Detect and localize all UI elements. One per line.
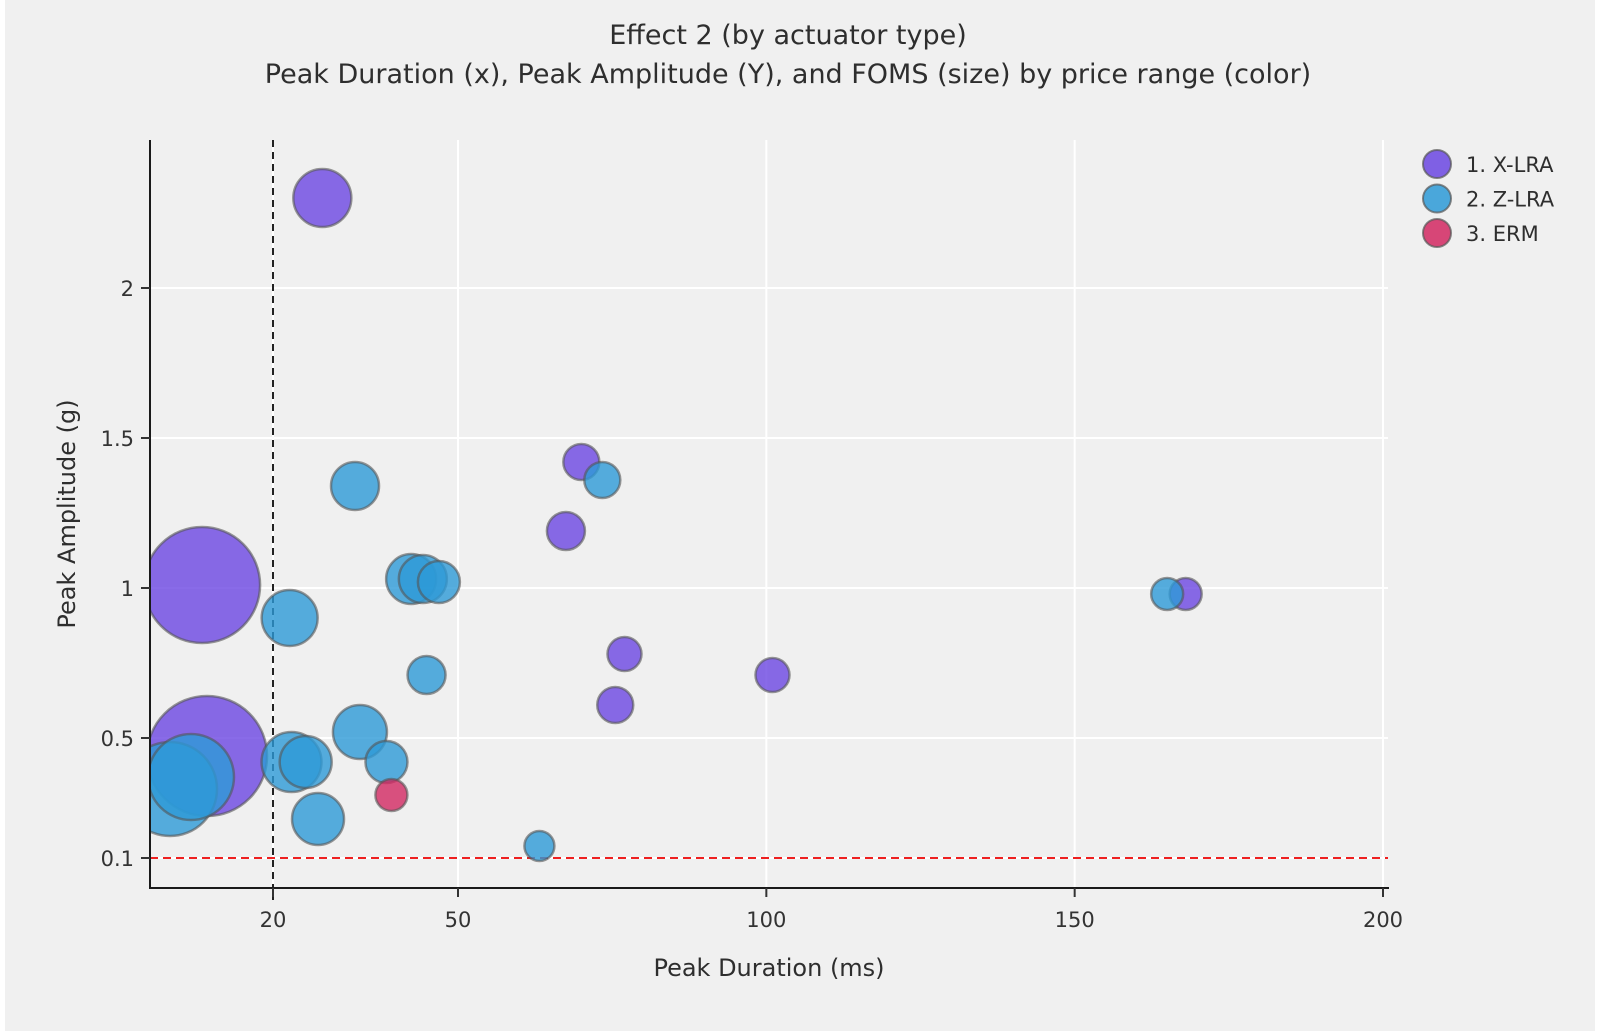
legend-item: 3. ERM <box>1422 218 1539 248</box>
legend-label: 3. ERM <box>1466 222 1539 246</box>
legend-label: 1. X-LRA <box>1466 153 1554 177</box>
legend-label: 2. Z-LRA <box>1466 188 1555 212</box>
bubble <box>150 525 262 645</box>
x-tick-label: 50 <box>445 908 472 932</box>
bubble <box>1149 576 1185 612</box>
bubble <box>278 734 333 790</box>
legend-item: 2. Z-LRA <box>1422 183 1555 214</box>
bubble <box>150 732 236 822</box>
bubble <box>406 654 447 696</box>
x-axis-ticks: 20 50 100 150 200 <box>260 888 1403 932</box>
reference-lines <box>150 140 1388 900</box>
legend: 1. X-LRA 2. Z-LRA 3. ERM <box>1422 149 1555 248</box>
y-tick-label: 0.5 <box>101 727 134 751</box>
bubble <box>329 460 381 512</box>
bubble <box>523 829 556 863</box>
bubble <box>374 777 409 813</box>
bubble <box>260 588 319 648</box>
bubble <box>364 739 409 785</box>
x-tick-label: 100 <box>746 908 786 932</box>
chart-subtitle: Peak Duration (x), Peak Amplitude (Y), a… <box>265 59 1311 90</box>
legend-item: 1. X-LRA <box>1422 149 1554 179</box>
bubble <box>596 685 635 725</box>
y-tick-label: 0.1 <box>101 847 134 871</box>
x-tick-label: 200 <box>1363 908 1403 932</box>
legend-marker <box>1422 218 1452 248</box>
y-tick-label: 2 <box>121 277 134 301</box>
y-axis-title: Peak Amplitude (g) <box>53 399 81 628</box>
chart-title: Effect 2 (by actuator type) <box>609 20 967 51</box>
bubble <box>416 559 462 605</box>
y-tick-label: 1 <box>121 577 134 601</box>
figure-panel: 20 50 100 150 200 0.1 0.5 1 1.5 2 Effect 2 (by a… <box>5 0 1595 1031</box>
y-axis-ticks: 0.1 0.5 1 1.5 2 <box>101 277 150 871</box>
bubble <box>583 460 622 500</box>
x-tick-label: 20 <box>260 908 287 932</box>
bubble <box>290 791 346 847</box>
bubble <box>754 656 791 694</box>
gridlines <box>150 140 1388 888</box>
x-tick-label: 150 <box>1055 908 1095 932</box>
bubbles-layer <box>150 167 1203 863</box>
legend-marker <box>1422 149 1452 179</box>
bubble <box>292 167 353 229</box>
y-tick-label: 1.5 <box>101 427 134 451</box>
bubble <box>606 635 643 673</box>
bubble <box>545 510 587 552</box>
x-axis-title: Peak Duration (ms) <box>653 954 884 982</box>
legend-marker <box>1422 183 1452 214</box>
